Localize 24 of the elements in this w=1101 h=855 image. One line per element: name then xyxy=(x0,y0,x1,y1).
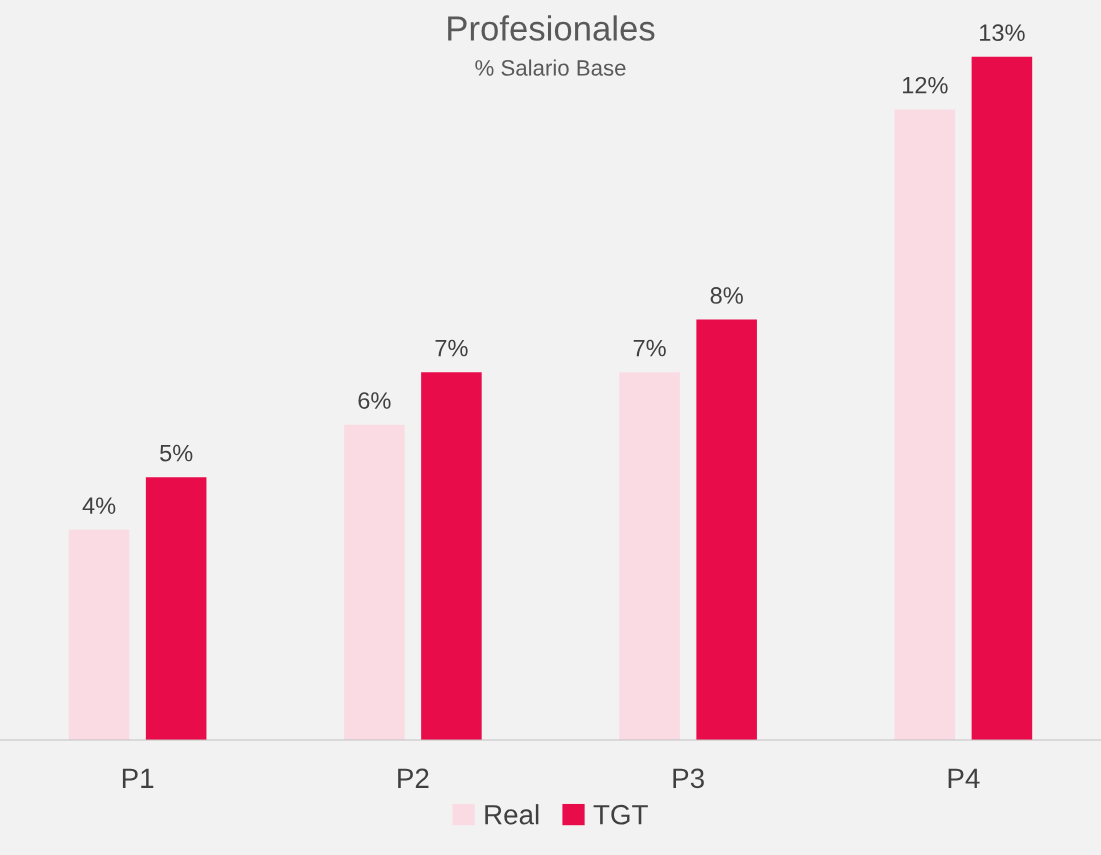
data-label: 4% xyxy=(82,497,116,514)
data-label: 13% xyxy=(980,24,1025,42)
legend-label: Real xyxy=(485,804,539,825)
bar xyxy=(971,56,1033,740)
bar xyxy=(145,477,207,740)
bar xyxy=(894,109,956,740)
data-label: 7% xyxy=(435,339,468,357)
x-tick-label: P1 xyxy=(122,768,154,788)
data-label: 7% xyxy=(633,339,666,357)
text: % Salario Base xyxy=(475,59,626,76)
data-label: 8% xyxy=(710,287,743,304)
data-label: 12% xyxy=(903,76,948,94)
data-label: 6% xyxy=(358,392,391,409)
legend-label: TGT xyxy=(593,804,648,825)
bar xyxy=(344,424,405,740)
bar xyxy=(696,319,757,740)
x-tick-label: P3 xyxy=(673,768,704,789)
bar xyxy=(68,529,130,740)
x-tick-label: P4 xyxy=(948,768,980,788)
bar xyxy=(619,372,680,740)
data-label: 5% xyxy=(160,444,193,462)
chart-title: Profesionales xyxy=(448,15,655,41)
bar xyxy=(421,372,482,740)
x-tick-label: P2 xyxy=(398,768,429,788)
